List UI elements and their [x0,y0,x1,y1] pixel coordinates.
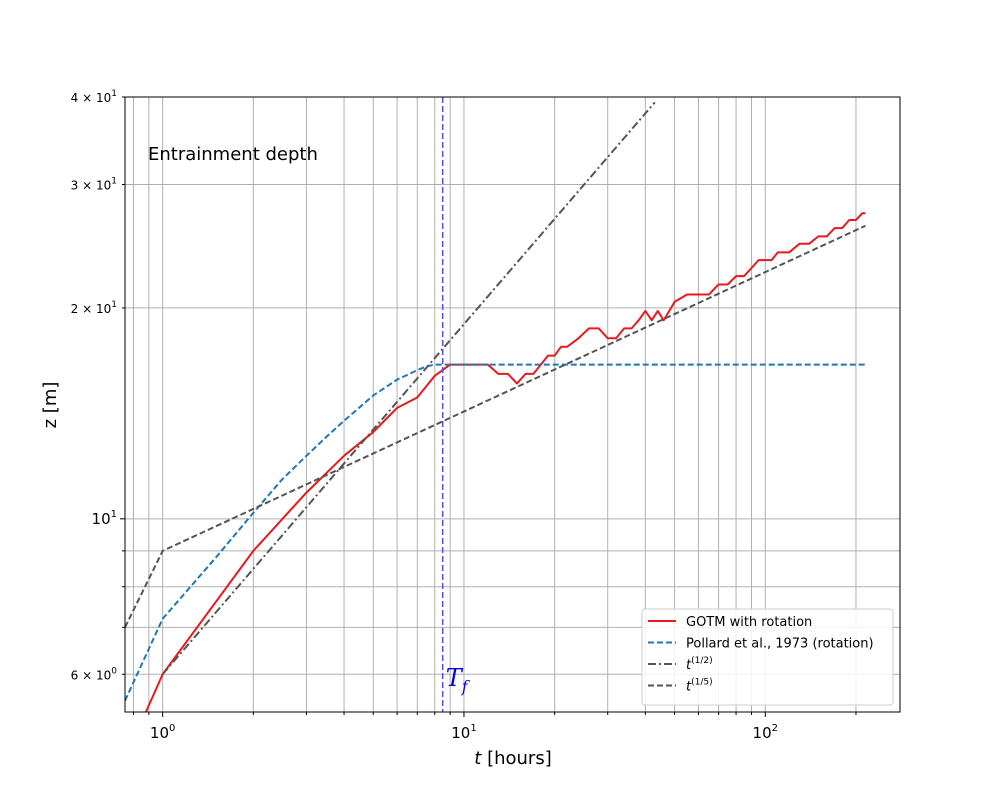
series-line-t-1-5 [125,224,866,628]
y-tick-label-times: × [78,302,96,316]
y-tick-label: 3 × 101 [71,177,117,193]
y-tick-label-exp: 1 [111,300,117,310]
tf-marker-label-sub: f [461,677,471,696]
tf-marker-label: Tf [446,664,471,696]
legend-label: Pollard et al., 1973 (rotation) [686,637,874,652]
y-tick-label-base: 10 [96,302,111,316]
x-tick-label-exp: 0 [169,723,175,734]
legend-label: t(1/2) [686,656,713,673]
y-tick-label-mantissa: 4 [71,91,79,105]
legend-label-exp: (1/2) [691,656,713,666]
x-tick-label-exp: 1 [470,723,476,734]
y-tick-label-mantissa: 2 [71,302,79,316]
y-tick-label-times: × [78,91,96,105]
y-tick-label-base: 10 [92,510,111,528]
chart-annotation: Entrainment depth [148,144,318,165]
y-tick-label-base: 10 [96,668,111,682]
x-tick-label: 100 [150,723,175,742]
plot-frame [124,96,901,713]
legend-label-exp: (1/5) [691,678,713,688]
y-tick-label: 2 × 101 [71,300,117,316]
y-tick-label-mantissa: 6 [71,668,79,682]
x-tick-label: 102 [753,723,778,742]
y-tick-label-mantissa: 3 [71,179,79,193]
y-axis-label: z [m] [40,382,61,429]
x-tick-label: 101 [451,723,476,742]
legend-label-base: t [686,680,692,695]
legend: GOTM with rotation Pollard et al., 1973 (… [641,608,894,706]
x-axis-label-unit: [hours] [481,748,551,769]
y-tick-label-base: 10 [96,179,111,193]
x-tick-label-exp: 2 [772,723,778,734]
y-tick-label: 6 × 100 [71,666,118,682]
legend-label-text: GOTM with rotation [686,615,812,630]
series-layer [125,97,866,712]
x-axis-label-var: t [474,748,482,769]
y-tick-label: 4 × 101 [71,89,117,105]
x-axis-label: t [hours] [474,748,551,769]
legend-box [641,608,894,706]
legend-label-base: t [686,658,692,673]
y-tick-label-exp: 1 [111,177,117,187]
y-tick-label-times: × [78,179,96,193]
y-tick-label-base: 10 [96,91,111,105]
series-line-gotm-with-rotation [145,212,866,712]
y-tick-label-times: × [78,668,96,682]
y-tick-label-exp: 1 [111,89,117,99]
x-tick-label-base: 10 [753,724,772,742]
x-tick-label-base: 10 [150,724,169,742]
x-tick-label-base: 10 [451,724,470,742]
legend-label: t(1/5) [686,678,713,695]
legend-label-text: Pollard et al., 1973 (rotation) [686,637,874,652]
tf-marker-label-main: T [446,664,464,692]
y-tick-label: 101 [92,509,117,528]
y-tick-label-exp: 1 [111,509,117,520]
y-tick-label-exp: 0 [111,666,117,676]
series-line-t-1-2 [161,101,656,675]
legend-label: GOTM with rotation [686,615,812,630]
